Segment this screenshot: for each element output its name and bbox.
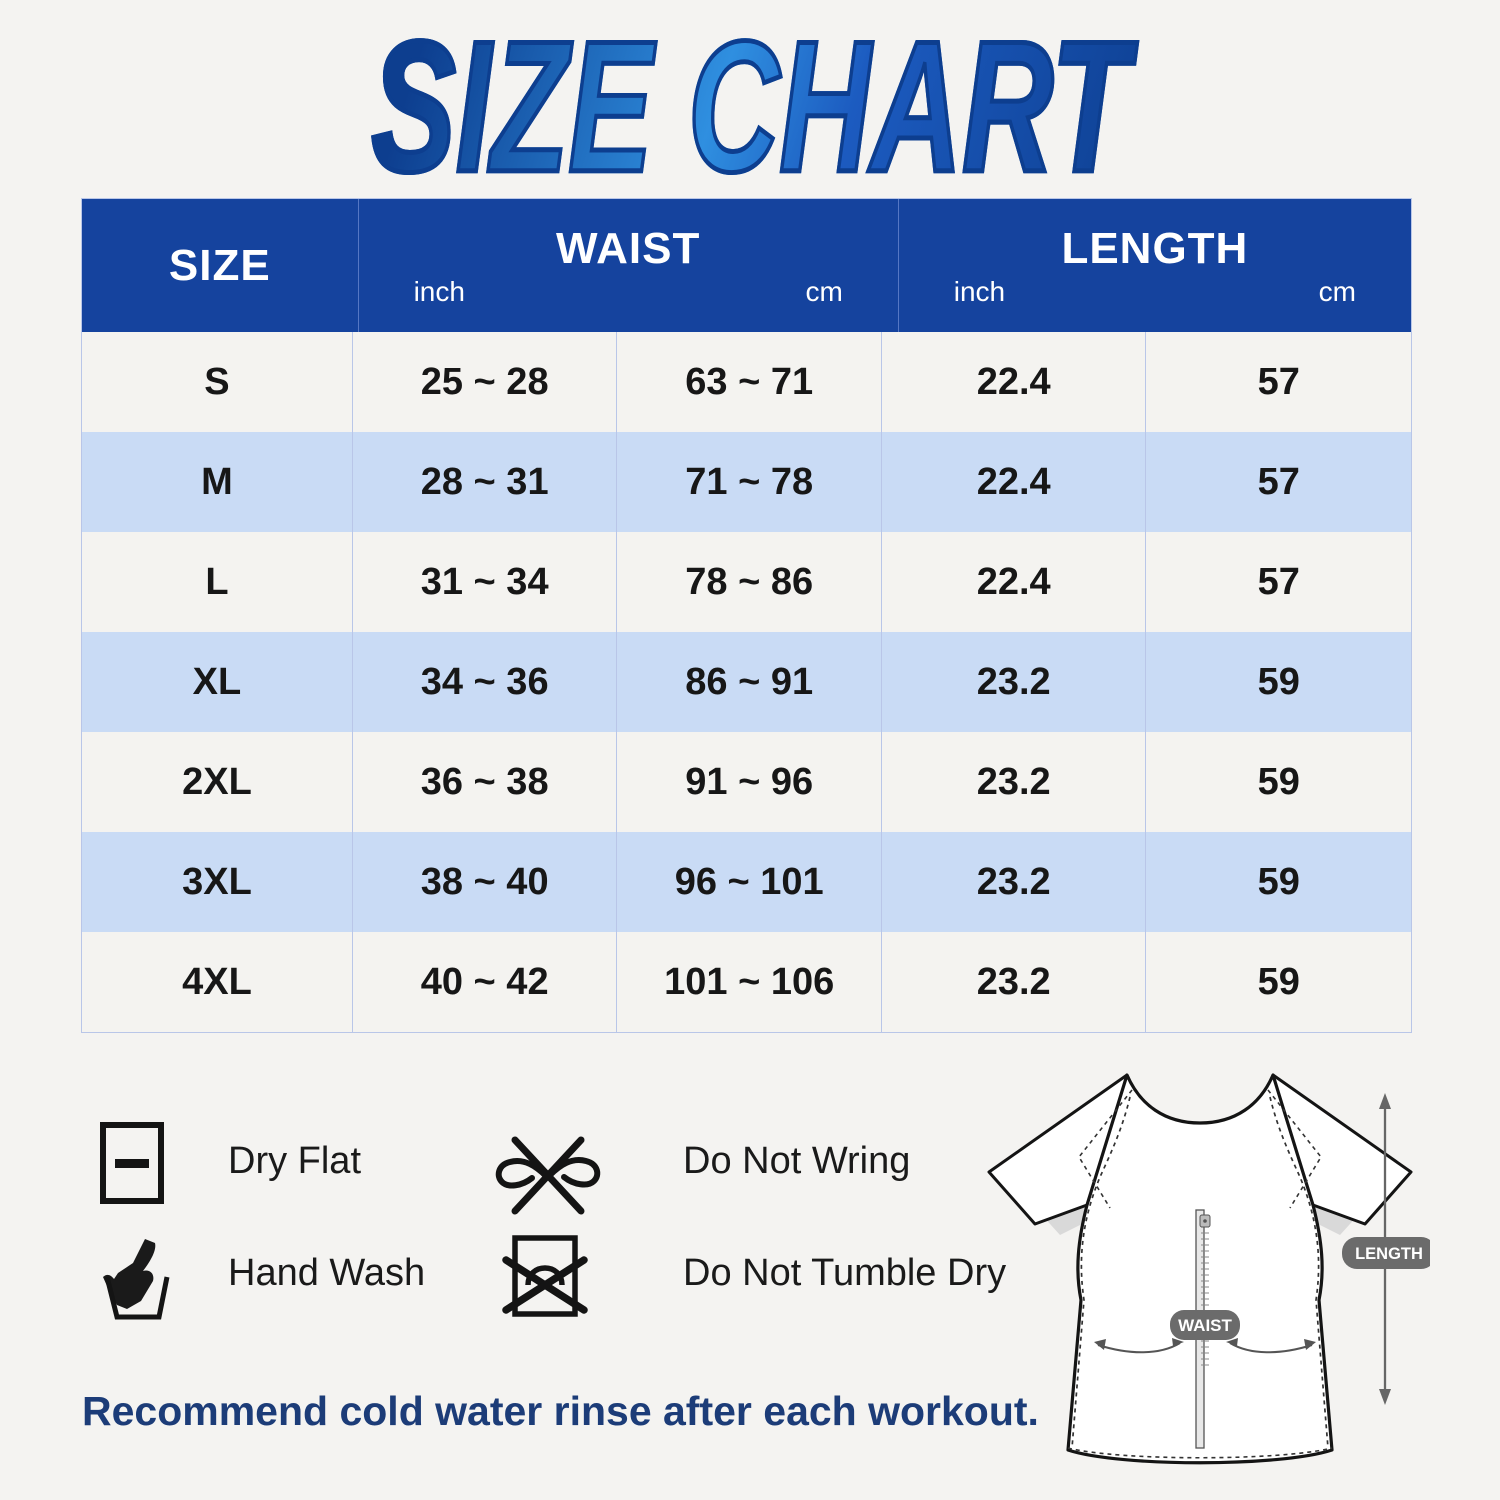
svg-text:LENGTH: LENGTH [1355, 1245, 1423, 1263]
svg-text:WAIST: WAIST [1178, 1316, 1232, 1335]
